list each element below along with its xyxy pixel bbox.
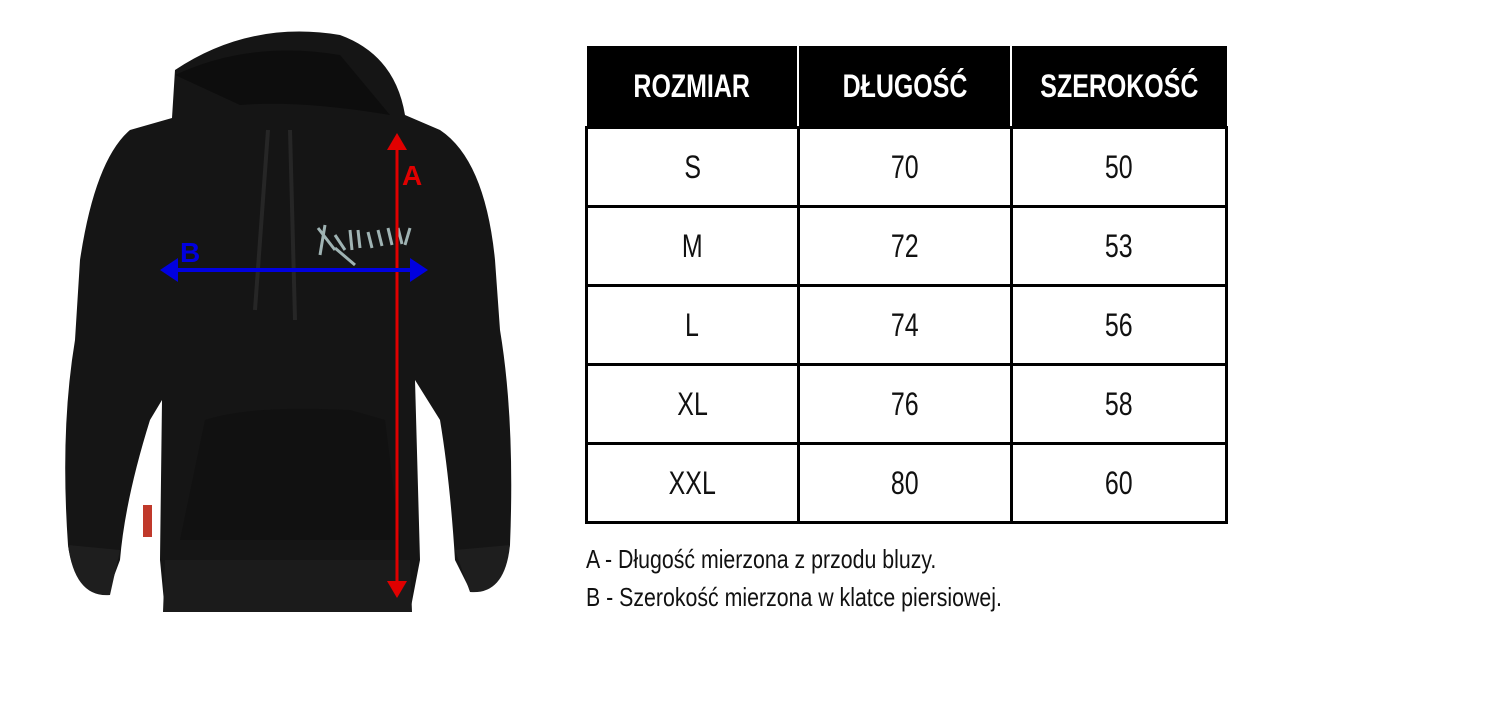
brand-logo xyxy=(316,224,412,267)
cell-size: XXL xyxy=(585,442,800,524)
table-row: XXL 80 60 xyxy=(585,442,1229,524)
cell-text: 53 xyxy=(1104,227,1133,264)
size-table: ROZMIAR DŁUGOŚĆ SZEROKOŚĆ S 70 50 M 72 53 L 74 5… xyxy=(585,46,1229,524)
table-header-row: ROZMIAR DŁUGOŚĆ SZEROKOŚĆ xyxy=(586,46,1227,128)
cell-text: 80 xyxy=(890,464,919,501)
cell-size: S xyxy=(585,126,800,208)
header-text: DŁUGOŚĆ xyxy=(842,67,967,104)
cell-text: 60 xyxy=(1104,464,1133,501)
cell-text: M xyxy=(681,227,703,264)
cell-size: M xyxy=(585,205,800,287)
length-arrow-a: A xyxy=(387,133,422,598)
cell-width: 56 xyxy=(1009,284,1229,366)
cell-text: XL xyxy=(676,385,708,422)
cell-length: 76 xyxy=(796,363,1013,445)
table-row: L 74 56 xyxy=(585,284,1229,366)
label-tag xyxy=(143,505,152,537)
cell-text: S xyxy=(683,148,701,185)
cell-text: 56 xyxy=(1104,306,1133,343)
cell-width: 60 xyxy=(1009,442,1229,524)
cell-length: 70 xyxy=(796,126,1013,208)
cell-size: XL xyxy=(585,363,800,445)
cell-width: 50 xyxy=(1009,126,1229,208)
header-length: DŁUGOŚĆ xyxy=(797,46,1012,128)
header-size: ROZMIAR xyxy=(586,46,799,128)
cell-text: L xyxy=(685,306,700,343)
hoodie-illustration: A B xyxy=(65,31,512,613)
table-row: S 70 50 xyxy=(585,126,1229,208)
label-b: B xyxy=(180,237,200,268)
header-text: ROZMIAR xyxy=(633,67,750,104)
cell-text: 74 xyxy=(890,306,919,343)
table-row: XL 76 58 xyxy=(585,363,1229,445)
table-row: M 72 53 xyxy=(585,205,1229,287)
hoodie-body xyxy=(65,31,512,613)
cell-text: 70 xyxy=(890,148,919,185)
header-text: SZEROKOŚĆ xyxy=(1040,67,1199,104)
cell-width: 58 xyxy=(1009,363,1229,445)
width-arrow-b: B xyxy=(160,237,428,282)
label-a: A xyxy=(402,160,422,191)
header-width: SZEROKOŚĆ xyxy=(1010,46,1227,128)
cell-length: 72 xyxy=(796,205,1013,287)
cell-text: 58 xyxy=(1104,385,1133,422)
cell-text: XXL xyxy=(668,464,716,501)
cell-size: L xyxy=(585,284,800,366)
cell-text: 76 xyxy=(890,385,919,422)
cell-length: 74 xyxy=(796,284,1013,366)
cell-width: 53 xyxy=(1009,205,1229,287)
note-b: B - Szerokość mierzona w klatce piersiow… xyxy=(586,582,1002,612)
measurement-notes: A - Długość mierzona z przodu bluzy. B -… xyxy=(586,540,1002,616)
cell-text: 50 xyxy=(1104,148,1133,185)
cell-text: 72 xyxy=(890,227,919,264)
note-a: A - Długość mierzona z przodu bluzy. xyxy=(586,544,937,574)
cell-length: 80 xyxy=(796,442,1013,524)
